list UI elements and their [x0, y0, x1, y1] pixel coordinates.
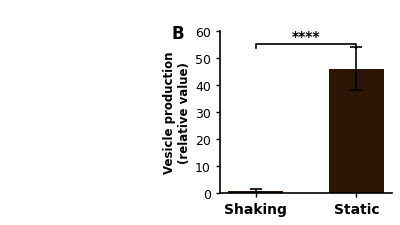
Y-axis label: Vesicle production
(relative value): Vesicle production (relative value)	[163, 52, 191, 173]
Text: ****: ****	[292, 30, 320, 44]
Text: B: B	[172, 25, 184, 43]
Bar	[329, 69, 384, 194]
Bar	[228, 191, 283, 193]
